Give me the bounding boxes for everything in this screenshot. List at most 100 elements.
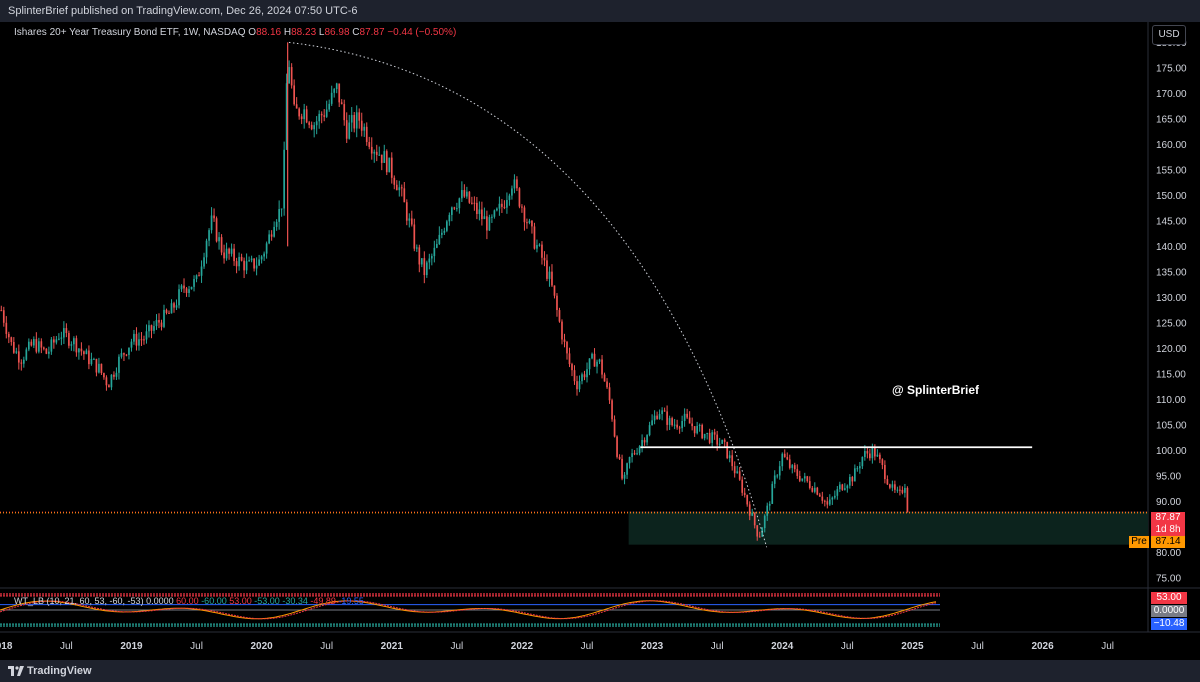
candle — [200, 266, 203, 276]
candle — [318, 113, 321, 122]
price-tick-label: 145.00 — [1156, 216, 1187, 227]
candle — [135, 333, 138, 346]
candle — [425, 262, 428, 276]
candle — [353, 115, 356, 129]
candle — [828, 499, 831, 505]
candle — [748, 504, 751, 516]
candle — [235, 261, 238, 267]
price-axis-background — [1148, 22, 1200, 660]
candle — [648, 425, 651, 436]
candle — [904, 487, 906, 493]
candle — [308, 122, 311, 125]
candle — [621, 458, 623, 479]
candle — [278, 209, 280, 222]
close-value: 87.87 — [359, 27, 385, 38]
candle — [853, 468, 856, 482]
time-tick-label: 2019 — [120, 641, 143, 652]
candle — [651, 420, 653, 426]
candle — [60, 337, 63, 339]
candle — [368, 142, 371, 147]
candle — [323, 115, 326, 117]
candle — [243, 260, 245, 271]
candle — [123, 353, 125, 355]
candle — [170, 303, 173, 314]
candle — [395, 184, 398, 191]
candle — [798, 475, 801, 481]
candle — [2, 310, 5, 323]
candle — [653, 415, 656, 421]
candle — [220, 237, 223, 253]
candle — [568, 353, 571, 365]
close-label: C — [352, 27, 360, 38]
candle — [521, 206, 523, 208]
candle — [10, 337, 13, 342]
candle — [40, 341, 43, 348]
candle — [360, 120, 363, 131]
candle — [300, 116, 303, 120]
candle — [841, 484, 844, 490]
candle — [188, 289, 190, 293]
candle — [756, 525, 759, 537]
candle — [75, 338, 78, 353]
candle — [375, 151, 378, 155]
candle — [638, 446, 641, 454]
price-tick-label: 165.00 — [1156, 114, 1187, 125]
candle — [275, 221, 278, 227]
candle — [741, 479, 744, 493]
candle — [128, 347, 130, 355]
footer-brand: TradingView — [27, 665, 92, 677]
candle — [728, 455, 731, 459]
candle — [85, 350, 88, 355]
candle — [385, 151, 388, 173]
price-tick-label: 135.00 — [1156, 267, 1187, 278]
price-tick-label: 95.00 — [1156, 471, 1181, 482]
candle — [528, 220, 531, 223]
wt-indicator-pane — [0, 593, 940, 627]
chart-panel — [0, 22, 1200, 660]
candle — [633, 453, 636, 455]
candle — [508, 195, 511, 200]
candle — [743, 492, 746, 495]
candle — [596, 361, 598, 367]
candle — [606, 381, 608, 388]
wt-indicator-legend[interactable]: WT_LB (10, 21, 60, 53, -60, -53) 0.0000 … — [14, 596, 364, 606]
candle — [115, 372, 118, 377]
candle — [273, 226, 275, 237]
candle — [340, 102, 343, 105]
candle — [566, 341, 568, 354]
candle — [618, 456, 621, 459]
candle — [703, 433, 706, 439]
candle — [27, 341, 30, 350]
candle — [901, 489, 904, 493]
candle — [440, 232, 443, 235]
candles-layer — [0, 42, 909, 541]
candle — [93, 358, 95, 360]
candle — [140, 339, 143, 341]
candle — [305, 109, 308, 123]
candle — [98, 363, 100, 373]
candle — [773, 475, 776, 484]
candle — [190, 286, 193, 290]
candle — [541, 244, 543, 258]
price-tick-label: 170.00 — [1156, 89, 1187, 100]
candle — [185, 288, 188, 293]
candle — [836, 489, 839, 496]
candle — [588, 358, 591, 370]
price-tick-label: 110.00 — [1156, 395, 1186, 406]
candle — [315, 121, 318, 126]
candle — [463, 190, 466, 197]
candle — [260, 256, 263, 260]
currency-button[interactable]: USD — [1152, 25, 1186, 45]
high-label: H — [283, 27, 292, 38]
time-tick-label: Jul — [971, 641, 984, 652]
candle — [37, 341, 40, 352]
candle — [310, 124, 313, 130]
time-tick-label: Jul — [190, 641, 203, 652]
candle — [22, 359, 25, 364]
candle — [108, 385, 110, 388]
candle — [486, 216, 488, 231]
candle — [48, 351, 50, 354]
price-tick-label: 100.00 — [1156, 446, 1187, 457]
price-chart[interactable]: 75.0080.0085.0090.0095.00100.00105.00110… — [0, 22, 1200, 660]
candle — [501, 203, 503, 207]
